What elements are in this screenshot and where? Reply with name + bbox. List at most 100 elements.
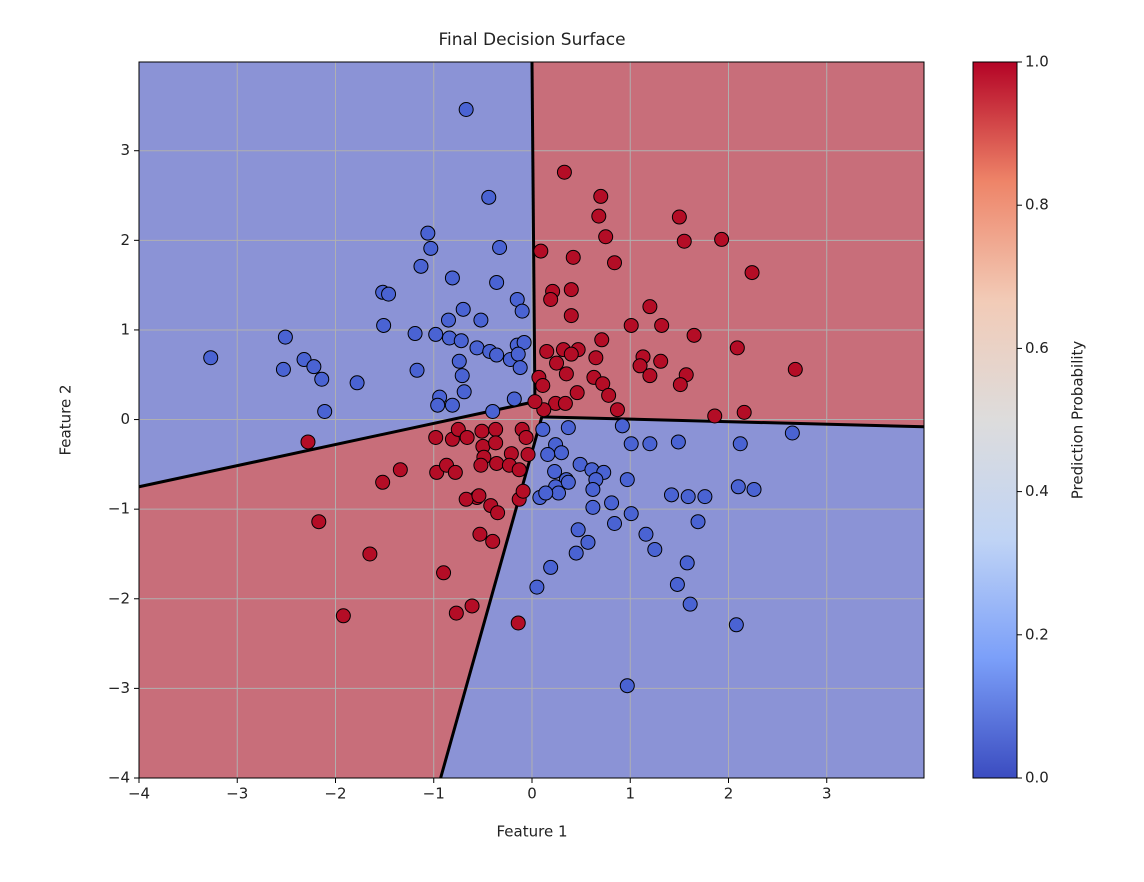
data-point	[707, 408, 723, 424]
data-point	[481, 189, 497, 205]
data-point	[514, 303, 530, 319]
data-point	[540, 447, 556, 463]
data-point	[489, 455, 505, 471]
data-point	[458, 491, 474, 507]
data-point	[472, 526, 488, 542]
data-point	[428, 326, 444, 342]
data-point	[314, 371, 330, 387]
data-point	[746, 481, 762, 497]
data-point	[560, 420, 576, 436]
data-point	[515, 483, 531, 499]
data-point	[593, 188, 609, 204]
y-tick-label: −4	[108, 769, 130, 787]
data-point	[680, 489, 696, 505]
data-point	[311, 514, 327, 530]
data-point	[516, 334, 532, 350]
data-point	[543, 291, 559, 307]
data-point	[455, 301, 471, 317]
decision-region	[440, 416, 924, 778]
colorbar-tick-label: 0.2	[1025, 625, 1049, 643]
data-point	[488, 421, 504, 437]
x-tick-label: 0	[527, 785, 537, 803]
decision-region	[139, 401, 542, 778]
data-point	[510, 615, 526, 631]
data-point	[728, 617, 744, 633]
data-point	[413, 258, 429, 274]
data-point	[553, 445, 569, 461]
data-point	[485, 403, 501, 419]
data-point	[547, 464, 563, 480]
decision-region	[139, 62, 535, 487]
data-point	[428, 429, 444, 445]
data-point	[381, 286, 397, 302]
data-point	[744, 265, 760, 281]
data-point	[456, 384, 472, 400]
data-point	[362, 546, 378, 562]
y-tick-label: −1	[108, 500, 130, 518]
data-point	[671, 209, 687, 225]
data-point	[440, 312, 456, 328]
data-point	[623, 506, 639, 522]
data-point	[686, 327, 702, 343]
data-point	[349, 375, 365, 391]
data-point	[464, 598, 480, 614]
data-point	[642, 299, 658, 315]
data-point	[601, 387, 617, 403]
data-point	[459, 429, 475, 445]
data-point	[300, 434, 316, 450]
data-point	[563, 308, 579, 324]
data-point	[619, 472, 635, 488]
data-point	[664, 487, 680, 503]
x-axis-label: Feature 1	[497, 823, 568, 841]
data-point	[471, 488, 487, 504]
data-point	[376, 317, 392, 333]
data-point	[784, 425, 800, 441]
y-axis-label: Feature 2	[57, 385, 75, 456]
x-tick-label: 3	[822, 785, 832, 803]
data-point	[430, 397, 446, 413]
data-point	[560, 474, 576, 490]
data-point	[420, 225, 436, 241]
data-point	[436, 565, 452, 581]
colorbar-tick-label: 0.0	[1025, 769, 1049, 787]
colorbar-tick-label: 0.6	[1025, 339, 1049, 357]
data-point	[543, 559, 559, 575]
data-point	[556, 164, 572, 180]
data-point	[454, 368, 470, 384]
data-point	[558, 366, 574, 382]
y-tick-label: 0	[120, 410, 130, 428]
x-tick-label: −4	[128, 785, 150, 803]
data-point	[565, 249, 581, 265]
data-point	[529, 579, 545, 595]
data-point	[549, 355, 565, 371]
data-point	[407, 326, 423, 342]
data-point	[538, 485, 554, 501]
data-point	[588, 350, 604, 366]
data-point	[474, 423, 490, 439]
data-point	[473, 312, 489, 328]
data-point	[527, 394, 543, 410]
data-point	[423, 240, 439, 256]
data-point	[469, 340, 485, 356]
data-point	[453, 333, 469, 349]
y-tick-label: 1	[120, 320, 130, 338]
data-point	[614, 418, 630, 434]
data-point	[392, 462, 408, 478]
data-point	[444, 397, 460, 413]
data-point	[485, 533, 501, 549]
data-point	[607, 516, 623, 532]
data-point	[729, 340, 745, 356]
data-point	[591, 208, 607, 224]
data-point	[609, 402, 625, 418]
data-point	[568, 545, 584, 561]
data-point	[520, 447, 536, 463]
data-point	[697, 489, 713, 505]
decision-boundary	[138, 400, 536, 489]
data-point	[444, 270, 460, 286]
data-point	[730, 479, 746, 495]
data-point	[619, 678, 635, 694]
data-point	[670, 434, 686, 450]
data-point	[569, 385, 585, 401]
data-point	[787, 361, 803, 377]
